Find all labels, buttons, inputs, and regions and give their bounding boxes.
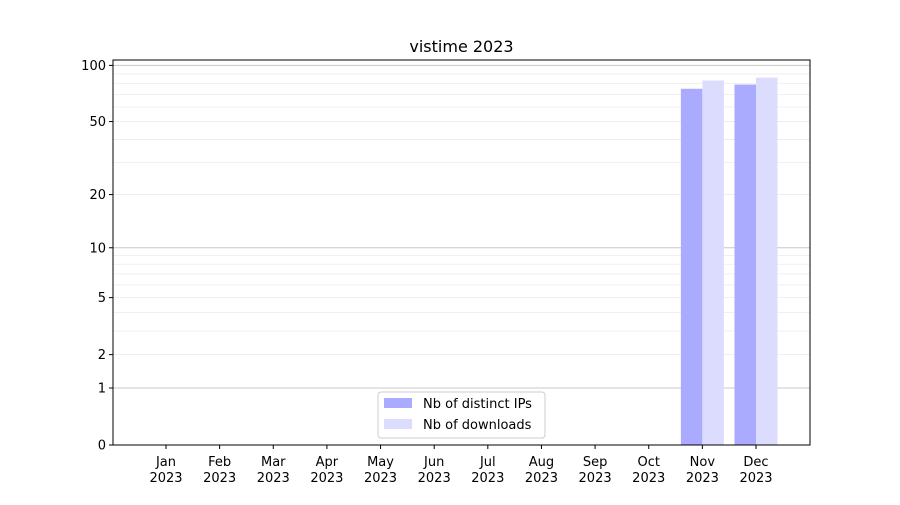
x-tick-label: Feb 2023 — [203, 455, 236, 486]
y-tick-label: 50 — [89, 115, 106, 130]
x-tick-label: Jan 2023 — [149, 455, 182, 486]
legend — [377, 391, 546, 439]
legend-label: Nb of downloads — [423, 418, 532, 433]
x-tick-label: Mar 2023 — [257, 455, 290, 486]
legend-swatch — [384, 398, 412, 408]
x-tick-label: Sep 2023 — [579, 455, 612, 486]
y-tick-label: 0 — [98, 439, 106, 454]
legend-swatch — [384, 419, 412, 429]
y-tick-label: 1 — [98, 381, 106, 396]
plot-frame — [112, 59, 811, 446]
x-tick-label: Oct 2023 — [632, 455, 665, 486]
legend-label: Nb of distinct IPs — [423, 397, 532, 412]
x-tick-label: Nov 2023 — [686, 455, 719, 486]
x-tick-label: Aug 2023 — [525, 455, 558, 486]
bar-nb-of-downloads-11 — [756, 77, 778, 445]
x-tick-label: May 2023 — [364, 455, 397, 486]
bar-nb-of-distinct-ips-10 — [680, 88, 703, 446]
y-tick-label: 5 — [98, 291, 106, 306]
y-tick-label: 20 — [89, 188, 106, 203]
x-tick-label: Jul 2023 — [471, 455, 504, 486]
x-tick-label: Apr 2023 — [310, 455, 343, 486]
y-tick-label: 100 — [81, 59, 106, 74]
chart-title: vistime 2023 — [409, 37, 513, 56]
bar-nb-of-distinct-ips-11 — [734, 84, 756, 446]
y-tick-label: 2 — [98, 348, 106, 363]
x-tick-label: Jun 2023 — [418, 455, 451, 486]
x-tick-label: Dec 2023 — [739, 455, 772, 486]
y-tick-label: 10 — [89, 241, 106, 256]
bar-nb-of-downloads-10 — [702, 80, 724, 445]
